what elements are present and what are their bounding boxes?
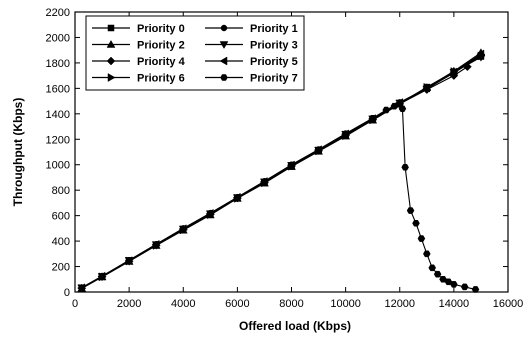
y-tick-label: 1800 — [46, 58, 70, 70]
data-point — [341, 130, 350, 138]
legend: Priority 0 Priority 1 Priority 2 Priority 3… — [85, 15, 305, 91]
x-tick-label: 12000 — [384, 298, 415, 310]
data-point — [77, 284, 86, 292]
data-point — [450, 67, 459, 76]
y-axis-title: Throughput (Kbps) — [11, 98, 25, 207]
data-point — [423, 82, 432, 92]
legend-label: Priority 6 — [137, 73, 185, 85]
legend-marker — [107, 24, 115, 32]
data-point — [412, 219, 420, 227]
data-point — [439, 275, 447, 283]
y-tick-label: 1200 — [46, 134, 70, 146]
legend-entry: Priority 3 — [205, 40, 298, 52]
data-point — [450, 281, 458, 288]
legend-entry: Priority 2 — [92, 40, 185, 52]
legend-marker — [106, 39, 116, 48]
legend-marker — [220, 24, 228, 32]
y-tick-label: 600 — [52, 211, 70, 223]
legend-entry: Priority 6 — [92, 73, 185, 85]
x-tick-label: 14000 — [439, 298, 470, 310]
legend-label: Priority 4 — [137, 56, 186, 68]
legend-label: Priority 1 — [250, 23, 298, 35]
legend-label: Priority 5 — [250, 56, 298, 68]
legend-label: Priority 7 — [250, 73, 298, 85]
data-point — [417, 235, 426, 242]
data-point — [460, 283, 469, 291]
y-tick-label: 1400 — [46, 109, 70, 121]
data-point — [433, 270, 442, 278]
x-tick-label: 2000 — [117, 298, 141, 310]
legend-entry: Priority 0 — [92, 23, 185, 35]
data-point — [179, 225, 188, 233]
series-7 — [77, 100, 480, 293]
y-tick-label: 2200 — [46, 7, 70, 19]
legend-marker — [107, 73, 116, 82]
data-point — [398, 105, 407, 113]
data-point — [206, 210, 215, 218]
y-axis-title-group: Throughput (Kbps) — [11, 98, 25, 207]
data-point — [233, 194, 242, 202]
x-tick-label: 6000 — [225, 298, 249, 310]
data-point — [406, 207, 415, 214]
data-point — [428, 264, 437, 272]
data-point — [125, 257, 133, 265]
legend-marker — [106, 56, 116, 66]
x-tick-label: 4000 — [171, 298, 195, 310]
x-tick-label: 0 — [72, 298, 78, 310]
data-point — [260, 178, 269, 186]
y-tick-label: 1600 — [46, 83, 70, 95]
x-tick-label: 8000 — [279, 298, 303, 310]
data-point — [314, 146, 323, 154]
x-tick-label: 16000 — [493, 298, 524, 310]
y-tick-label: 0 — [64, 287, 70, 299]
data-point — [444, 278, 453, 286]
data-point — [423, 250, 431, 258]
series-line — [81, 102, 476, 290]
legend-label: Priority 2 — [137, 40, 185, 52]
data-point — [477, 51, 486, 61]
legend-marker — [220, 74, 228, 81]
plot-area: 0 2000 4000 6000 8000 10000 12000 14000 16000 0 20… — [46, 7, 524, 310]
legend-entry: Priority 1 — [205, 23, 298, 35]
y-tick-label: 400 — [52, 236, 70, 248]
legend-entry: Priority 5 — [205, 56, 298, 68]
legend-label: Priority 3 — [250, 40, 298, 52]
legend-entry: Priority 7 — [205, 73, 298, 85]
data-point — [98, 273, 106, 281]
data-point — [287, 162, 296, 170]
data-point — [390, 102, 399, 110]
legend-label: Priority 0 — [137, 23, 185, 35]
legend-marker — [219, 56, 228, 66]
legend-marker — [219, 41, 229, 50]
y-tick-label: 2000 — [46, 32, 70, 44]
data-point — [471, 286, 480, 293]
y-tick-label: 1000 — [46, 160, 70, 172]
data-point — [152, 241, 160, 249]
data-point — [368, 114, 377, 122]
data-point — [382, 106, 391, 114]
y-tick-label: 800 — [52, 185, 70, 197]
x-tick-label: 10000 — [330, 298, 361, 310]
data-point — [401, 163, 409, 171]
x-axis-title: Offered load (Kbps) — [239, 319, 351, 333]
y-tick-label: 200 — [52, 262, 70, 274]
legend-entry: Priority 4 — [92, 56, 186, 68]
